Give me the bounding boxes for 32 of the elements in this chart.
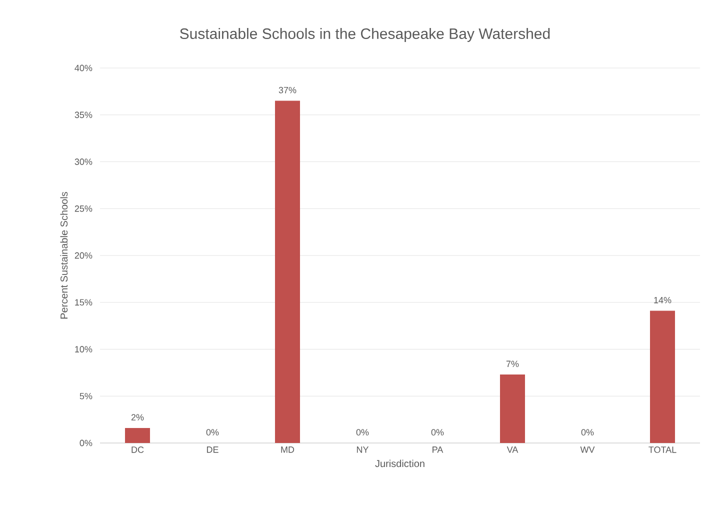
x-axis-title: Jurisdiction (375, 460, 424, 468)
x-tick-label: DC (132, 446, 144, 453)
y-tick-label: 40% (74, 64, 92, 72)
data-label: 2% (131, 414, 144, 420)
data-label: 7% (506, 360, 519, 368)
y-tick-label: 30% (74, 158, 92, 165)
y-tick-label: 10% (75, 346, 92, 352)
bar (650, 310, 676, 443)
bar (125, 428, 150, 443)
x-tick-label: WV (580, 446, 595, 453)
data-label: 0% (431, 429, 444, 436)
bar (275, 100, 300, 443)
data-label: 0% (581, 429, 594, 436)
data-label: 0% (356, 429, 369, 436)
x-tick-label: PA (432, 446, 444, 453)
x-tick-label: TOTAL (648, 446, 676, 453)
data-label: 14% (654, 296, 672, 304)
x-tick-label: MD (281, 446, 294, 453)
y-tick-label: 15% (75, 299, 92, 306)
y-tick-label: 25% (74, 205, 92, 212)
y-tick-label: 5% (80, 392, 92, 400)
x-tick-label: DE (206, 446, 218, 453)
bar (500, 374, 525, 443)
y-tick-label: 35% (74, 112, 92, 118)
chart-title: Sustainable Schools in the Chesapeake Bay Watershed (180, 28, 550, 42)
data-label: 0% (206, 429, 219, 436)
x-tick-label: VA (506, 446, 518, 453)
y-tick-label: 0% (80, 440, 92, 446)
y-axis-title: Percent Sustainable Schools (60, 192, 68, 319)
x-tick-label: NY (356, 446, 369, 453)
data-label: 37% (278, 86, 296, 94)
y-tick-label: 20% (74, 252, 92, 259)
